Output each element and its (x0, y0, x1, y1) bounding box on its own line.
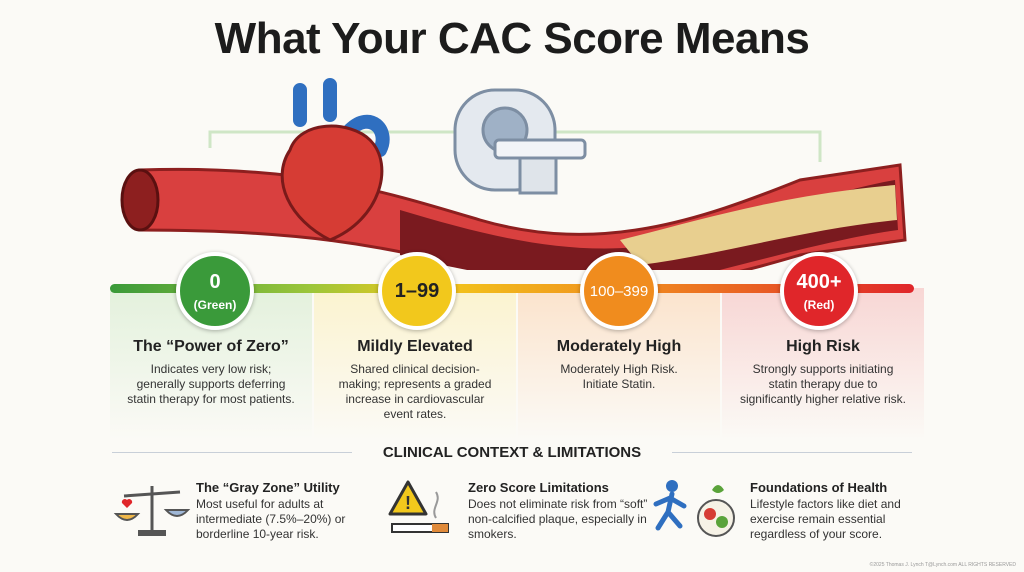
score-label: (Green) (193, 297, 237, 312)
score-badge: 100–399 (580, 252, 658, 330)
risk-bar (110, 284, 914, 293)
score-badge: 400+ (Red) (780, 252, 858, 330)
divider (112, 452, 352, 453)
score-badge: 1–99 (378, 252, 456, 330)
warning-icon: ! (388, 480, 449, 533)
score-text: Moderately High Risk. Initiate Statin. (560, 362, 678, 391)
health-icon (653, 480, 735, 537)
score-range: 400+ (796, 270, 842, 293)
score-heading: The “Power of Zero” (133, 338, 289, 355)
score-text: Indicates very low risk; generally suppo… (127, 362, 295, 406)
item-title: Zero Score Limitations (468, 480, 609, 495)
footer: ©2025 Thomas J. Lynch T@Lynch.com ALL RI… (869, 562, 1016, 568)
score-heading: Moderately High (556, 338, 682, 355)
score-text: Strongly supports initiating statin ther… (739, 362, 907, 406)
score-range: 0 (209, 270, 221, 293)
score-range: 1–99 (394, 279, 440, 302)
scale-icon (113, 486, 191, 536)
score-range: 100–399 (589, 282, 649, 300)
title: What Your CAC Score Means (214, 14, 810, 63)
section-title: CLINICAL CONTEXT & LIMITATIONS (382, 444, 642, 461)
illustration (120, 78, 907, 270)
score-heading: Mildly Elevated (357, 338, 473, 355)
item-title: The “Gray Zone” Utility (196, 480, 340, 495)
divider (672, 452, 912, 453)
item-title: Foundations of Health (750, 480, 888, 495)
score-text: Shared clinical decision-making; represe… (338, 362, 492, 421)
score-heading: High Risk (786, 338, 860, 355)
score-label: (Red) (803, 297, 835, 312)
item-text: Lifestyle factors like diet and exercise… (750, 497, 901, 541)
svg-text:!: ! (405, 493, 411, 513)
item-text: Most useful for adults at intermediate (… (196, 497, 346, 541)
score-badge: 0 (Green) (176, 252, 254, 330)
item-text: Does not eliminate risk from “soft” non-… (468, 497, 648, 541)
